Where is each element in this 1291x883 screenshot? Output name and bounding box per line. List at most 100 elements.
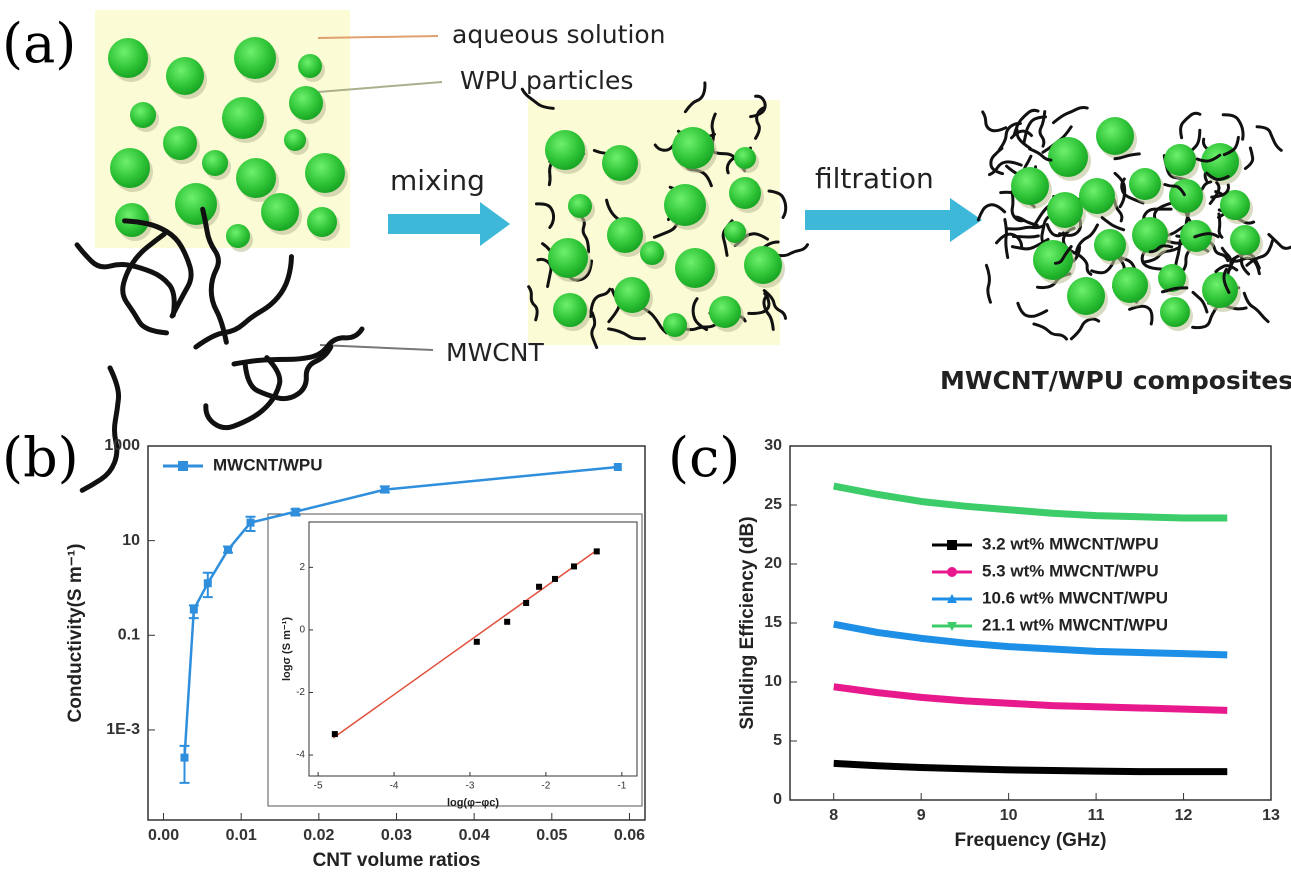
point — [613, 462, 622, 471]
nanotube — [1100, 216, 1126, 232]
particle — [110, 148, 150, 188]
legend-label: 3.2 wt% MWCNT/WPU — [982, 534, 1159, 553]
nanotube — [981, 110, 1008, 133]
particle — [607, 217, 643, 253]
particle — [734, 147, 756, 169]
step-label: mixing — [390, 164, 485, 197]
particle — [236, 158, 276, 198]
particle — [163, 126, 197, 160]
y-tick-label: 0 — [299, 625, 305, 636]
point — [246, 518, 255, 527]
nanotube — [1255, 125, 1283, 152]
point — [552, 575, 558, 582]
particle — [166, 57, 204, 95]
particle — [1067, 277, 1105, 315]
nanotube — [1195, 153, 1222, 163]
particle — [305, 153, 345, 193]
y-tick-label: 0.1 — [118, 627, 140, 644]
step-label: filtration — [815, 162, 934, 195]
nanotube — [747, 291, 771, 315]
nanotube — [1010, 237, 1050, 251]
y-tick-label: 1E-3 — [106, 721, 140, 738]
x-axis-title: CNT volume ratios — [313, 850, 481, 871]
nanotube — [527, 285, 539, 322]
nanotube — [1245, 239, 1274, 267]
nanotube — [762, 293, 775, 331]
particle — [108, 38, 148, 78]
nanotube — [762, 289, 788, 320]
particle — [1169, 179, 1203, 213]
nanotube — [1011, 234, 1040, 239]
particle — [1202, 272, 1238, 308]
nanotube — [1242, 291, 1270, 324]
schematic: aqueous solution WPU particles mixing fi… — [74, 10, 1291, 493]
particle — [130, 102, 156, 128]
particle — [1094, 229, 1126, 261]
nanotube — [1243, 146, 1255, 171]
x-tick-label: 9 — [917, 807, 926, 824]
x-tick-label: 0.00 — [148, 827, 179, 844]
x-tick-label: 8 — [829, 807, 838, 824]
nanotube — [997, 121, 1022, 152]
nanotube — [1012, 215, 1039, 227]
y-tick-label: -2 — [296, 687, 305, 698]
legend-marker — [947, 594, 957, 603]
nanotube — [976, 203, 1007, 222]
point — [473, 638, 480, 645]
y-tick-label: -4 — [296, 750, 305, 761]
nanotube — [1045, 223, 1065, 238]
nanotube — [984, 263, 992, 304]
arrow — [805, 198, 982, 242]
particle — [744, 246, 782, 284]
panel-label: (b) — [2, 426, 79, 489]
panel-label: (a) — [2, 12, 76, 75]
x-axis-title: log(φ−φc) — [447, 797, 499, 809]
nanotube — [520, 87, 555, 110]
nanotube — [749, 94, 767, 119]
nanotube — [1032, 322, 1068, 341]
nanotube — [1222, 135, 1240, 157]
y-tick-label: 15 — [764, 614, 782, 631]
particle — [1079, 178, 1115, 214]
nanotube — [193, 254, 294, 350]
particle — [284, 129, 306, 151]
point — [523, 600, 530, 607]
point — [291, 507, 300, 516]
nanotube — [1210, 183, 1231, 199]
y-tick-label: 25 — [764, 496, 782, 513]
nanotube — [1010, 189, 1026, 223]
y-axis-title: Conductivity(S m⁻¹) — [65, 544, 86, 723]
x-tick-label: -1 — [617, 781, 626, 792]
nanotube — [1069, 317, 1101, 341]
particle — [545, 130, 585, 170]
particle — [289, 86, 323, 120]
nanotube — [691, 297, 709, 332]
x-tick-label: 11 — [1088, 807, 1105, 824]
particle — [261, 193, 299, 231]
nanotube — [1142, 207, 1173, 225]
particle — [729, 177, 761, 209]
particle — [1158, 264, 1186, 292]
particle — [1047, 192, 1083, 228]
particle — [1230, 225, 1260, 255]
panel-label: (c) — [668, 426, 740, 489]
legend-marker — [178, 461, 188, 471]
x-tick-label: 0.06 — [614, 827, 645, 844]
y-tick-label: 2 — [299, 562, 305, 573]
point — [189, 605, 198, 614]
particle — [1164, 144, 1196, 176]
nanotube — [534, 202, 556, 229]
particle — [1011, 167, 1049, 205]
y-axis-title: logσ (S m⁻¹) — [281, 617, 293, 681]
particle — [298, 54, 322, 78]
point — [203, 579, 212, 588]
point — [223, 545, 232, 554]
x-tick-label: 0.02 — [303, 827, 334, 844]
nanotube — [988, 160, 1023, 177]
x-tick-label: 12 — [1175, 807, 1193, 824]
nanotube — [1191, 290, 1209, 314]
arrow — [388, 202, 510, 246]
nanotube — [1051, 105, 1089, 125]
legend-marker — [947, 622, 957, 631]
particle — [1220, 190, 1250, 220]
